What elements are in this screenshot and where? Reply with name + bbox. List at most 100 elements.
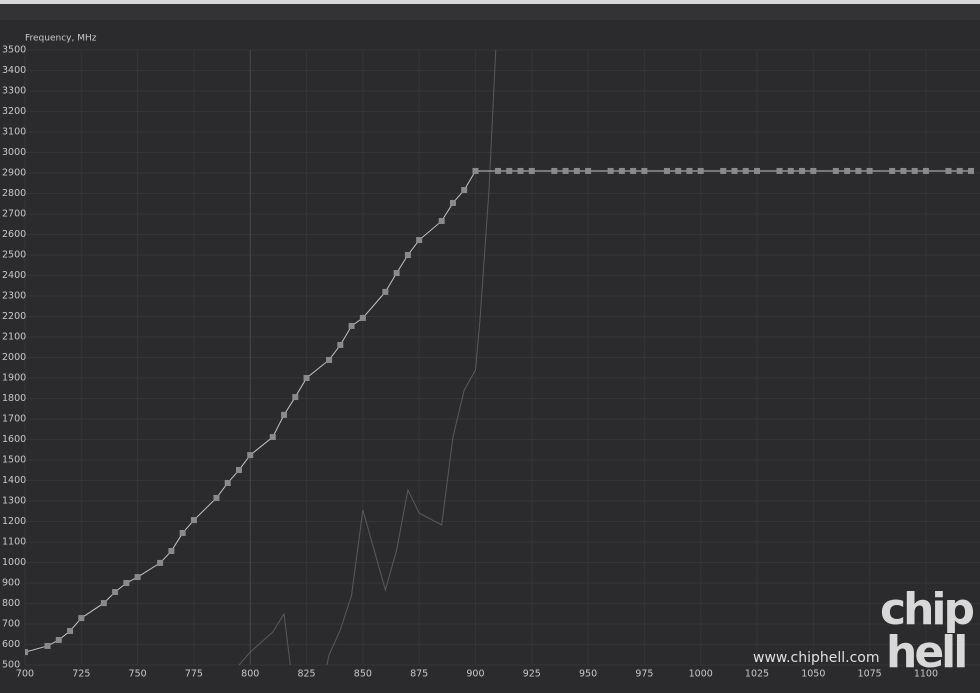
point-marker	[348, 322, 355, 329]
point-marker	[55, 636, 62, 643]
x-tick-label: 950	[579, 669, 597, 680]
y-tick-label: 1000	[2, 557, 26, 568]
point-marker	[416, 237, 423, 244]
point-marker	[123, 580, 130, 586]
y-tick-label: 3000	[2, 147, 26, 158]
y-tick-label: 1400	[2, 475, 26, 486]
y-axis-title: Frequency, MHz	[25, 34, 97, 44]
x-tick-label: 975	[635, 669, 653, 680]
point-marker	[855, 167, 862, 174]
y-tick-label: 2800	[2, 188, 26, 199]
y-tick-label: 1600	[2, 434, 26, 445]
point-marker	[213, 494, 220, 501]
y-tick-label: 2400	[2, 270, 26, 281]
logo-bottom: hell	[886, 627, 965, 678]
point-marker	[551, 167, 558, 174]
logo-top: chip	[880, 584, 973, 635]
point-marker	[787, 167, 794, 174]
point-marker	[461, 187, 468, 194]
point-marker	[359, 314, 366, 321]
point-marker	[438, 217, 445, 224]
point-marker	[956, 167, 963, 174]
y-tick-label: 3200	[2, 106, 26, 117]
point-marker	[78, 615, 85, 622]
y-tick-label: 700	[2, 619, 20, 630]
point-marker	[630, 167, 637, 174]
x-tick-label: 725	[72, 669, 90, 680]
point-marker	[810, 167, 817, 174]
point-marker	[754, 167, 761, 174]
point-marker	[449, 199, 456, 206]
point-marker	[112, 589, 119, 596]
header-band	[0, 4, 980, 20]
y-tick-label: 800	[2, 598, 20, 609]
x-tick-label: 900	[466, 669, 484, 680]
x-tick-label: 1100	[914, 669, 938, 680]
point-marker	[742, 167, 749, 174]
point-marker	[134, 574, 141, 581]
y-tick-label: 2500	[2, 250, 26, 261]
plot	[25, 50, 974, 665]
x-tick-label: 850	[354, 669, 372, 680]
point-marker	[922, 167, 929, 174]
y-tick-label: 1800	[2, 393, 26, 404]
point-marker	[235, 467, 242, 474]
point-marker	[517, 167, 524, 174]
x-tick-label: 800	[241, 669, 259, 680]
y-tick-label: 2200	[2, 311, 26, 322]
x-tick-label: 1000	[689, 669, 713, 680]
x-tick-label: 1075	[858, 669, 882, 680]
x-tick-label: 825	[297, 669, 315, 680]
y-tick-label: 1900	[2, 373, 26, 384]
x-tick-label: 925	[523, 669, 541, 680]
y-tick-label: 3500	[2, 45, 26, 56]
point-marker	[675, 167, 682, 174]
point-marker	[404, 252, 411, 258]
point-marker	[585, 167, 592, 174]
point-marker	[641, 167, 648, 174]
point-marker	[326, 356, 333, 363]
point-marker	[967, 167, 974, 174]
x-tick-label: 875	[410, 669, 428, 680]
point-marker	[731, 167, 738, 174]
point-marker	[100, 600, 107, 607]
y-tick-label: 2300	[2, 291, 26, 302]
x-tick-label: 700	[16, 669, 34, 680]
point-marker	[472, 167, 479, 174]
point-marker	[157, 559, 164, 566]
y-tick-label: 1100	[2, 537, 26, 548]
point-marker	[618, 167, 625, 174]
point-marker	[337, 341, 344, 348]
watermark: www.chiphell.com	[753, 650, 879, 666]
point-marker	[44, 642, 51, 649]
y-tick-label: 2000	[2, 352, 26, 363]
point-marker	[269, 434, 276, 441]
point-marker	[562, 167, 569, 174]
x-tick-label: 1025	[745, 669, 769, 680]
point-marker	[832, 167, 839, 174]
y-tick-label: 2600	[2, 229, 26, 240]
y-tick-label: 1200	[2, 516, 26, 527]
y-tick-label: 900	[2, 578, 20, 589]
point-marker	[190, 517, 197, 524]
point-marker	[573, 167, 580, 174]
point-marker	[697, 167, 704, 174]
x-tick-label: 750	[129, 669, 147, 680]
point-marker	[303, 375, 310, 381]
point-marker	[945, 167, 952, 174]
point-marker	[25, 649, 28, 656]
point-marker	[506, 167, 513, 174]
y-tick-label: 1300	[2, 496, 26, 507]
point-marker	[382, 288, 389, 295]
top-bar	[0, 0, 980, 4]
point-marker	[528, 167, 535, 174]
point-marker	[292, 394, 299, 401]
point-marker	[844, 167, 851, 174]
point-marker	[866, 167, 873, 174]
y-tick-label: 500	[2, 660, 20, 671]
y-tick-label: 600	[2, 639, 20, 650]
y-tick-label: 2900	[2, 168, 26, 179]
series-line	[238, 50, 497, 665]
point-marker	[247, 452, 254, 459]
point-marker	[393, 270, 400, 277]
